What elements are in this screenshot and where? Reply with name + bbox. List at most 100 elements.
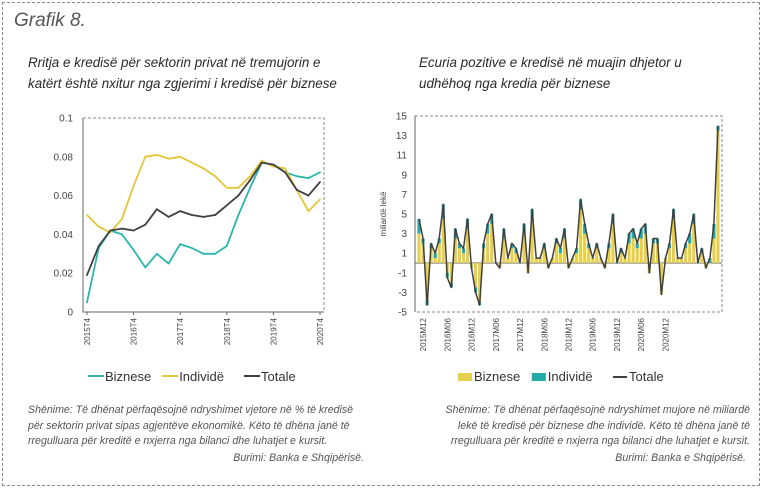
y-tick-label: -3 xyxy=(398,288,407,299)
y-tick-label: 7 xyxy=(401,190,407,201)
bar-individe xyxy=(688,233,692,244)
x-tick-label: 2016T4 xyxy=(130,317,139,345)
x-tick-label: 2020M12 xyxy=(661,317,670,351)
bar-biznese xyxy=(457,248,461,263)
bar-biznese xyxy=(530,218,534,263)
y-tick-label: 5 xyxy=(401,210,407,221)
bar-individe xyxy=(433,253,437,259)
legend-label: Biznese xyxy=(105,369,151,384)
y-tick-label: 0.04 xyxy=(54,230,74,241)
y-tick-label: -5 xyxy=(398,308,407,319)
bar-biznese xyxy=(465,228,470,263)
x-tick-label: 2019M06 xyxy=(589,317,598,351)
bar-individe xyxy=(558,248,562,254)
data-point xyxy=(214,214,217,216)
y-tick-label: 0.02 xyxy=(54,269,74,280)
y-tick-label: 3 xyxy=(401,229,407,240)
x-tick-label: 2016M06 xyxy=(443,317,452,351)
data-point xyxy=(167,262,170,265)
data-point xyxy=(144,223,147,226)
bar-individe xyxy=(486,223,490,234)
data-point xyxy=(156,208,158,211)
left-title-line2: katërt është nxitur nga zgjerimi i kredi… xyxy=(28,76,337,91)
bar-biznese xyxy=(417,233,421,263)
bar-biznese xyxy=(583,233,587,263)
bar-biznese xyxy=(474,263,478,288)
legend-swatch xyxy=(531,373,546,381)
data-point xyxy=(121,217,123,220)
bar-biznese xyxy=(514,253,518,263)
bar-biznese xyxy=(680,258,684,263)
bar-biznese xyxy=(635,248,639,263)
bar-biznese xyxy=(627,243,631,263)
x-tick-label: 2018T4 xyxy=(223,317,232,345)
data-point xyxy=(225,186,228,189)
bar-biznese xyxy=(591,258,595,263)
plot-area-border xyxy=(414,115,723,313)
data-point xyxy=(260,161,263,164)
data-point xyxy=(237,214,240,216)
bar-biznese xyxy=(623,258,627,263)
data-point xyxy=(272,165,275,168)
data-point xyxy=(202,167,205,170)
bar-biznese xyxy=(595,248,599,263)
data-point xyxy=(319,181,321,183)
data-point xyxy=(144,266,147,269)
bar-biznese xyxy=(534,258,538,263)
bar-biznese xyxy=(449,263,453,283)
data-point xyxy=(179,243,182,246)
bar-biznese xyxy=(437,243,441,263)
x-tick-label: 2019T4 xyxy=(269,317,278,345)
data-point xyxy=(225,245,228,247)
legend-swatch xyxy=(458,373,472,381)
bar-biznese xyxy=(692,223,696,263)
data-point xyxy=(132,185,135,187)
data-point xyxy=(132,229,135,232)
left-note-line2: për sektorin privat sipas agjentëve ekon… xyxy=(28,419,350,432)
bar-biznese xyxy=(639,238,643,263)
bar-biznese xyxy=(570,258,575,263)
bar-biznese xyxy=(433,258,437,263)
bar-biznese xyxy=(478,263,482,303)
x-tick-label: 2017M12 xyxy=(516,317,525,351)
data-point xyxy=(284,167,286,170)
data-point xyxy=(214,252,217,255)
y-tick-label: 0.08 xyxy=(54,152,74,163)
x-tick-label: 2020M06 xyxy=(637,317,646,351)
legend-label: Individë xyxy=(548,369,593,384)
y-tick-label: 0 xyxy=(67,308,73,319)
data-point xyxy=(272,163,275,166)
right-note-line2: lekë të kredisë për biznese dhe individë… xyxy=(457,419,750,432)
right-note: Shënime: Të dhënat përfaqësojnë ndryshim… xyxy=(420,403,750,450)
x-tick-label: 2019M12 xyxy=(613,317,622,351)
data-point xyxy=(156,153,158,156)
data-point xyxy=(190,214,193,216)
bar-biznese xyxy=(607,248,611,263)
bar-individe xyxy=(627,233,631,244)
bar-biznese xyxy=(550,258,554,263)
left-line-chart: 0 0.02 0.04 0.06 0.08 0.1 2015T4 2016T4 2017T4 20… xyxy=(54,114,325,385)
data-point xyxy=(295,188,298,191)
data-point xyxy=(167,157,170,160)
bar-individe xyxy=(639,228,643,239)
bar-biznese xyxy=(510,248,514,263)
bar-individe xyxy=(708,258,712,263)
y-tick-label: 0.1 xyxy=(59,114,73,125)
bar-biznese xyxy=(486,233,490,263)
bar-biznese xyxy=(587,248,591,263)
bar-individe xyxy=(457,243,461,249)
data-point xyxy=(86,301,88,304)
x-tick-label: 2018M12 xyxy=(565,317,574,351)
bar-biznese xyxy=(429,248,433,263)
data-point xyxy=(249,175,252,178)
x-tick-label: 2015T4 xyxy=(83,317,92,345)
data-point xyxy=(121,227,123,230)
bar-biznese xyxy=(599,258,603,263)
bar-biznese xyxy=(558,253,562,263)
bar-biznese xyxy=(611,223,615,263)
data-point xyxy=(156,252,158,255)
data-point xyxy=(86,274,88,277)
data-point xyxy=(86,214,88,216)
bar-biznese xyxy=(688,243,692,263)
